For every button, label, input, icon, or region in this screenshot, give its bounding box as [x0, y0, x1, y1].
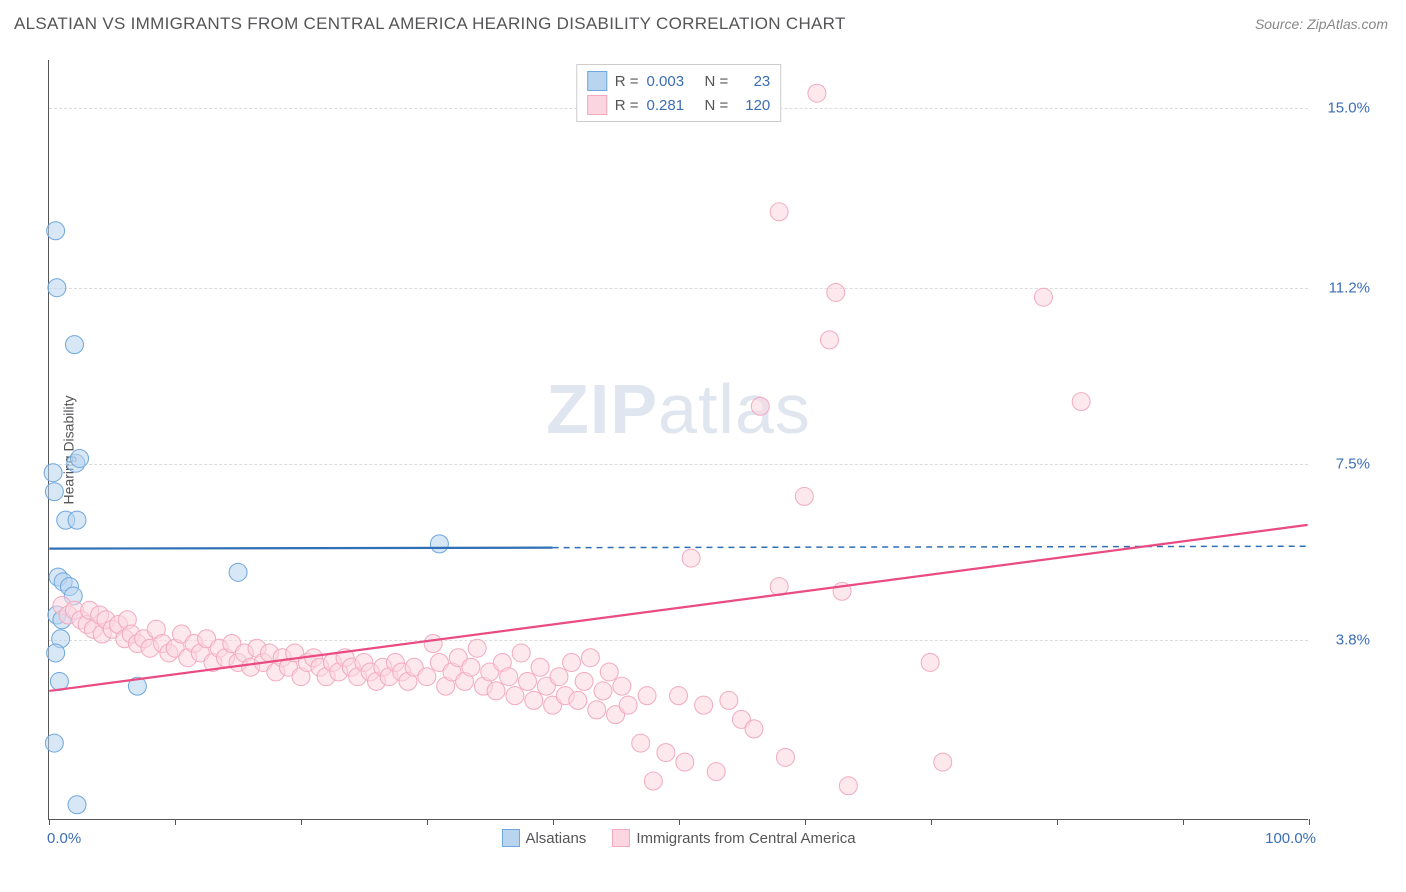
x-tick: [805, 819, 806, 825]
data-point: [682, 549, 700, 567]
data-point: [795, 487, 813, 505]
data-point: [1072, 393, 1090, 411]
data-point: [657, 744, 675, 762]
legend-swatch-series1-bottom: [501, 829, 519, 847]
data-point: [45, 483, 63, 501]
data-point: [462, 658, 480, 676]
trend-line: [49, 525, 1307, 691]
x-tick: [49, 819, 50, 825]
trend-line-dashed: [553, 546, 1308, 547]
data-point: [68, 796, 86, 814]
data-point: [588, 701, 606, 719]
data-point: [48, 279, 66, 297]
x-axis-min-label: 0.0%: [47, 830, 81, 847]
data-point: [569, 691, 587, 709]
data-point: [506, 687, 524, 705]
data-point: [751, 397, 769, 415]
data-point: [71, 449, 89, 467]
data-point: [512, 644, 530, 662]
data-point: [839, 777, 857, 795]
data-point: [66, 336, 84, 354]
x-tick: [175, 819, 176, 825]
data-point: [468, 639, 486, 657]
data-point: [418, 668, 436, 686]
data-point: [45, 734, 63, 752]
x-tick: [931, 819, 932, 825]
legend-item-series2: Immigrants from Central America: [612, 829, 855, 847]
data-point: [776, 748, 794, 766]
data-point: [632, 734, 650, 752]
data-point: [600, 663, 618, 681]
x-tick: [679, 819, 680, 825]
data-point: [827, 283, 845, 301]
x-tick: [427, 819, 428, 825]
x-tick: [301, 819, 302, 825]
data-point: [745, 720, 763, 738]
chart-header: ALSATIAN VS IMMIGRANTS FROM CENTRAL AMER…: [0, 0, 1406, 44]
data-point: [670, 687, 688, 705]
data-point: [707, 763, 725, 781]
data-point: [770, 203, 788, 221]
data-point: [47, 222, 65, 240]
data-point: [695, 696, 713, 714]
y-tick-label: 3.8%: [1336, 631, 1370, 648]
legend-swatch-series1: [587, 71, 607, 91]
x-axis-max-label: 100.0%: [1265, 830, 1316, 847]
data-point: [525, 691, 543, 709]
x-tick: [1183, 819, 1184, 825]
data-point: [500, 668, 518, 686]
data-point: [594, 682, 612, 700]
chart-container: Hearing Disability ZIPatlas 3.8%7.5%11.2…: [48, 60, 1388, 840]
data-point: [720, 691, 738, 709]
data-point: [424, 634, 442, 652]
legend-row-series1: R = 0.003 N = 23: [587, 69, 771, 93]
data-point: [68, 511, 86, 529]
data-point: [644, 772, 662, 790]
data-point: [487, 682, 505, 700]
data-point: [229, 563, 247, 581]
scatter-plot-svg: [49, 60, 1308, 819]
y-tick-label: 11.2%: [1329, 280, 1370, 297]
data-point: [619, 696, 637, 714]
x-tick: [1057, 819, 1058, 825]
chart-source: Source: ZipAtlas.com: [1255, 16, 1388, 32]
data-point: [613, 677, 631, 695]
data-point: [638, 687, 656, 705]
x-tick: [553, 819, 554, 825]
data-point: [430, 535, 448, 553]
data-point: [1034, 288, 1052, 306]
legend-row-series2: R = 0.281 N = 120: [587, 93, 771, 117]
correlation-legend: R = 0.003 N = 23 R = 0.281 N = 120: [576, 64, 782, 122]
chart-title: ALSATIAN VS IMMIGRANTS FROM CENTRAL AMER…: [14, 14, 846, 34]
y-tick-label: 7.5%: [1336, 455, 1370, 472]
y-tick-label: 15.0%: [1327, 99, 1370, 116]
data-point: [531, 658, 549, 676]
plot-area: ZIPatlas 3.8%7.5%11.2%15.0% R = 0.003 N …: [48, 60, 1308, 820]
data-point: [563, 653, 581, 671]
data-point: [550, 668, 568, 686]
data-point: [44, 464, 62, 482]
legend-swatch-series2-bottom: [612, 829, 630, 847]
data-point: [47, 644, 65, 662]
data-point: [934, 753, 952, 771]
data-point: [821, 331, 839, 349]
legend-swatch-series2: [587, 95, 607, 115]
series-legend: Alsatians Immigrants from Central Americ…: [501, 829, 855, 847]
data-point: [808, 84, 826, 102]
data-point: [581, 649, 599, 667]
data-point: [921, 653, 939, 671]
data-point: [519, 672, 537, 690]
data-point: [575, 672, 593, 690]
x-tick: [1309, 819, 1310, 825]
legend-item-series1: Alsatians: [501, 829, 586, 847]
data-point: [676, 753, 694, 771]
trend-line: [49, 548, 552, 549]
